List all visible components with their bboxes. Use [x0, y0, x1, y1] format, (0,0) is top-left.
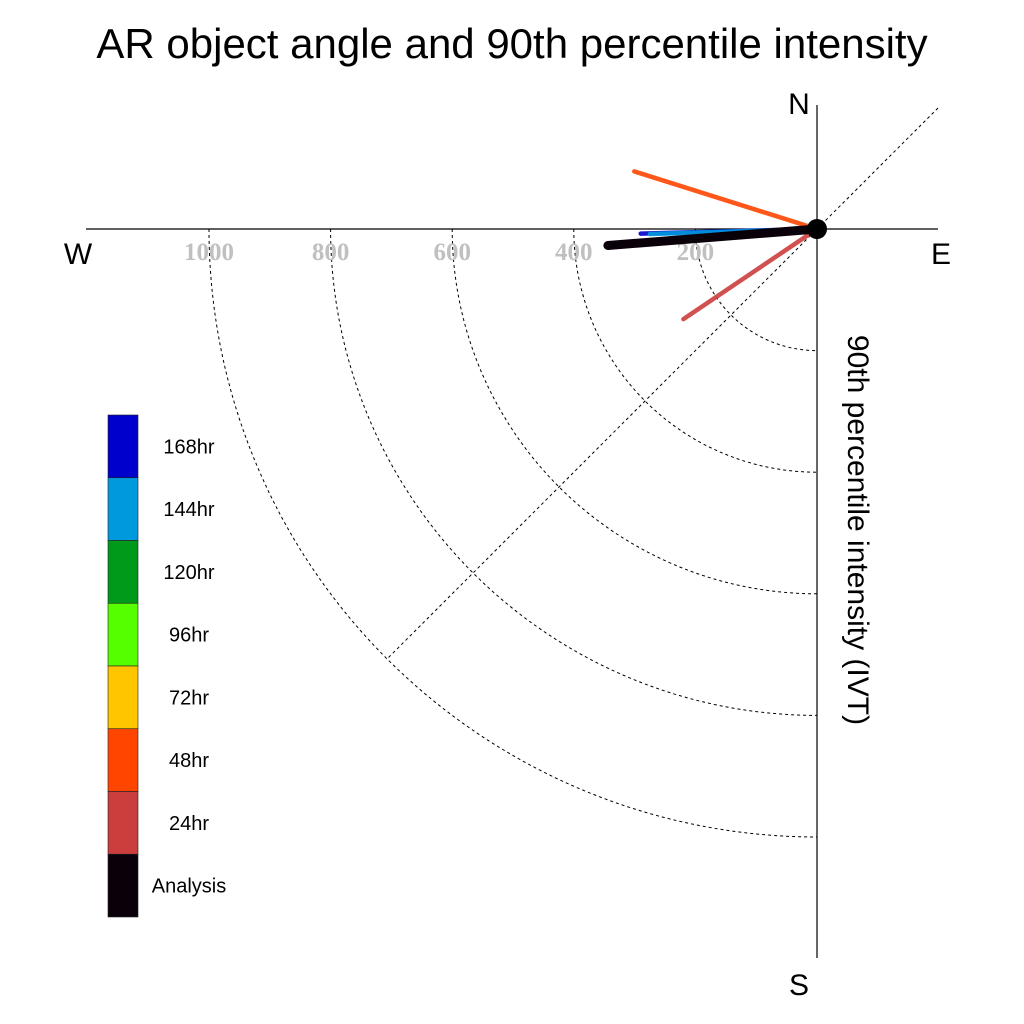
grid	[208, 228, 818, 838]
range-ring-1000	[208, 228, 818, 838]
vector-24hr	[681, 226, 820, 322]
legend-swatch-96hr	[107, 602, 139, 667]
compass-east: E	[931, 238, 951, 271]
radial-axis-label: 90th percentile intensity (IVT)	[841, 335, 874, 725]
tick-label-400: 400	[555, 239, 593, 266]
legend-swatch-24hr	[107, 791, 139, 855]
legend-swatch-72hr	[107, 665, 139, 730]
vectors	[603, 169, 822, 322]
legend-label-48hr: 48hr	[169, 750, 209, 772]
range-ring-600	[451, 228, 818, 595]
legend-swatch-Analysis	[107, 853, 139, 918]
chart-title: AR object angle and 90th percentile inte…	[96, 20, 927, 67]
vector-Analysis	[603, 224, 822, 250]
legend-label-168hr: 168hr	[163, 436, 214, 458]
legend-label-Analysis: Analysis	[152, 876, 226, 898]
legend-label-120hr: 120hr	[163, 562, 214, 584]
legend-label-96hr: 96hr	[169, 625, 209, 647]
tick-label-800: 800	[312, 239, 350, 266]
origin-dot	[807, 219, 827, 239]
range-ring-200	[694, 228, 818, 352]
compass-west: W	[64, 238, 93, 271]
diagonal-guide	[387, 107, 939, 659]
legend-swatch-168hr	[107, 414, 139, 479]
legend: 168hr 144hr 120hr 96hr 72hr 48hr 24hr Analysis	[107, 414, 226, 918]
compass-north: N	[788, 88, 810, 121]
range-ring-400	[573, 228, 818, 473]
legend-label-72hr: 72hr	[169, 687, 209, 709]
compass-south: S	[789, 969, 809, 1002]
tick-label-1000: 1000	[184, 239, 234, 266]
legend-label-144hr: 144hr	[163, 499, 214, 521]
vector-48hr	[632, 169, 820, 232]
legend-swatch-48hr	[107, 728, 139, 792]
range-ring-800	[330, 228, 818, 716]
legend-swatch-144hr	[107, 477, 139, 541]
legend-swatch-120hr	[107, 540, 139, 604]
legend-label-24hr: 24hr	[169, 813, 209, 835]
tick-label-600: 600	[433, 239, 471, 266]
